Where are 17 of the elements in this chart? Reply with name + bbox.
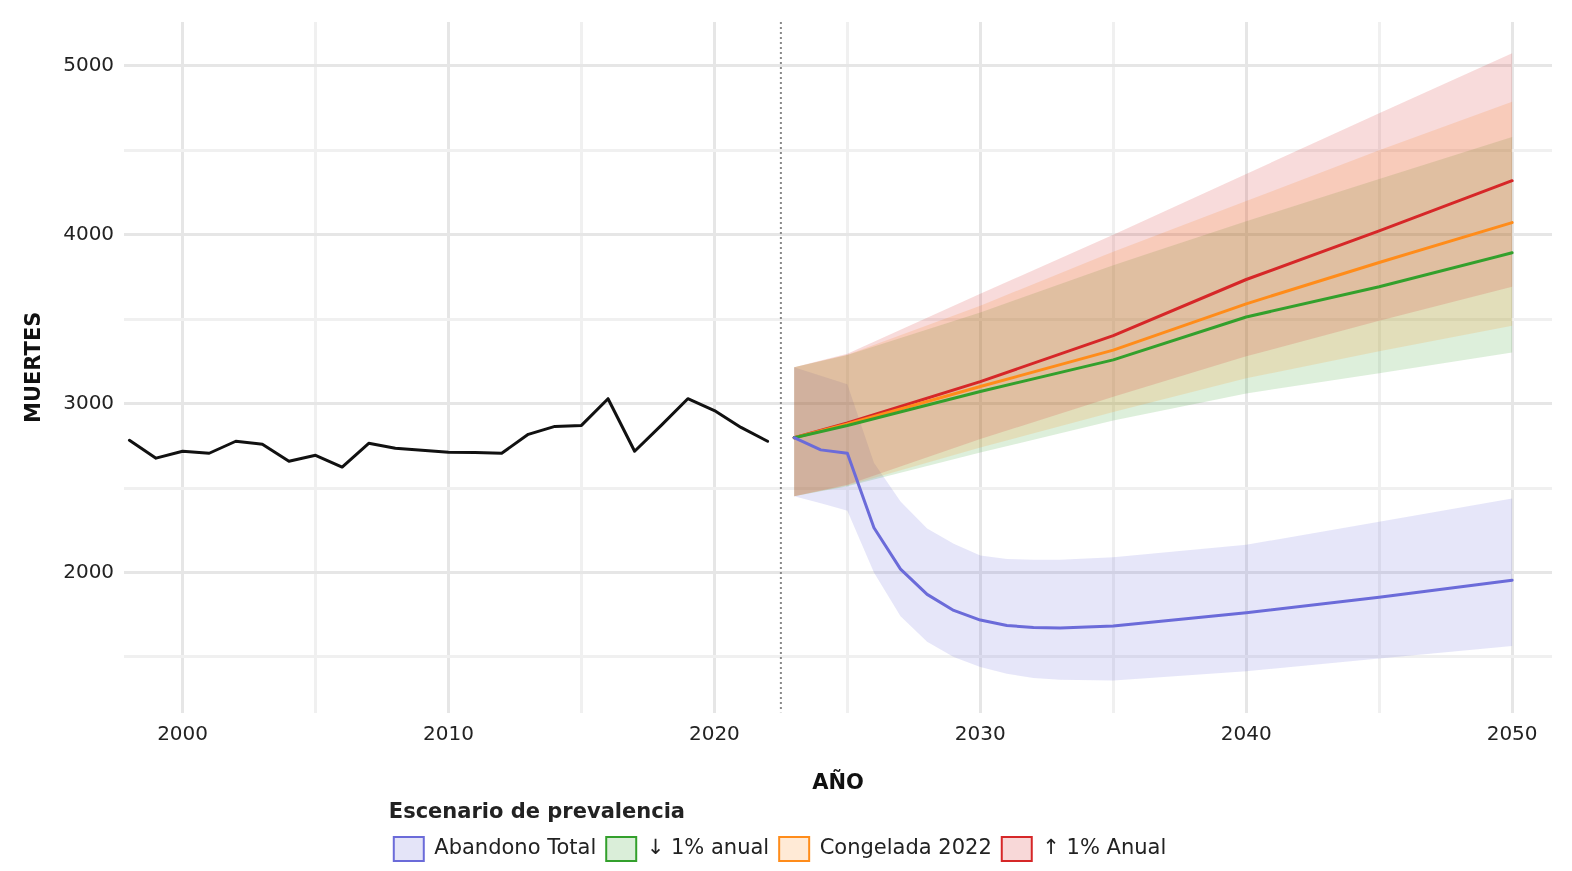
y-axis-title: MUERTES [21,311,46,423]
y-tick-label: 5000 [63,52,115,77]
legend-label: Abandono Total [434,835,597,860]
y-tick-label: 4000 [63,220,115,245]
legend-label: Congelada 2022 [819,835,992,860]
legend-title: Escenario de prevalencia [388,798,686,823]
y-tick-label: 3000 [63,389,115,414]
x-tick-label: 2030 [954,720,1006,745]
x-axis-title: AÑO [812,768,864,794]
x-tick-label: 2040 [1220,720,1272,745]
legend-label: ↑ 1% Anual [1042,835,1167,860]
x-tick-label: 2010 [423,720,474,745]
x-tick-label: 2000 [157,720,209,745]
x-tick-label: 2020 [688,720,740,745]
legend-label: ↓ 1% anual [646,835,770,860]
y-tick-label: 2000 [63,558,115,583]
x-tick-label: 2050 [1486,720,1538,745]
